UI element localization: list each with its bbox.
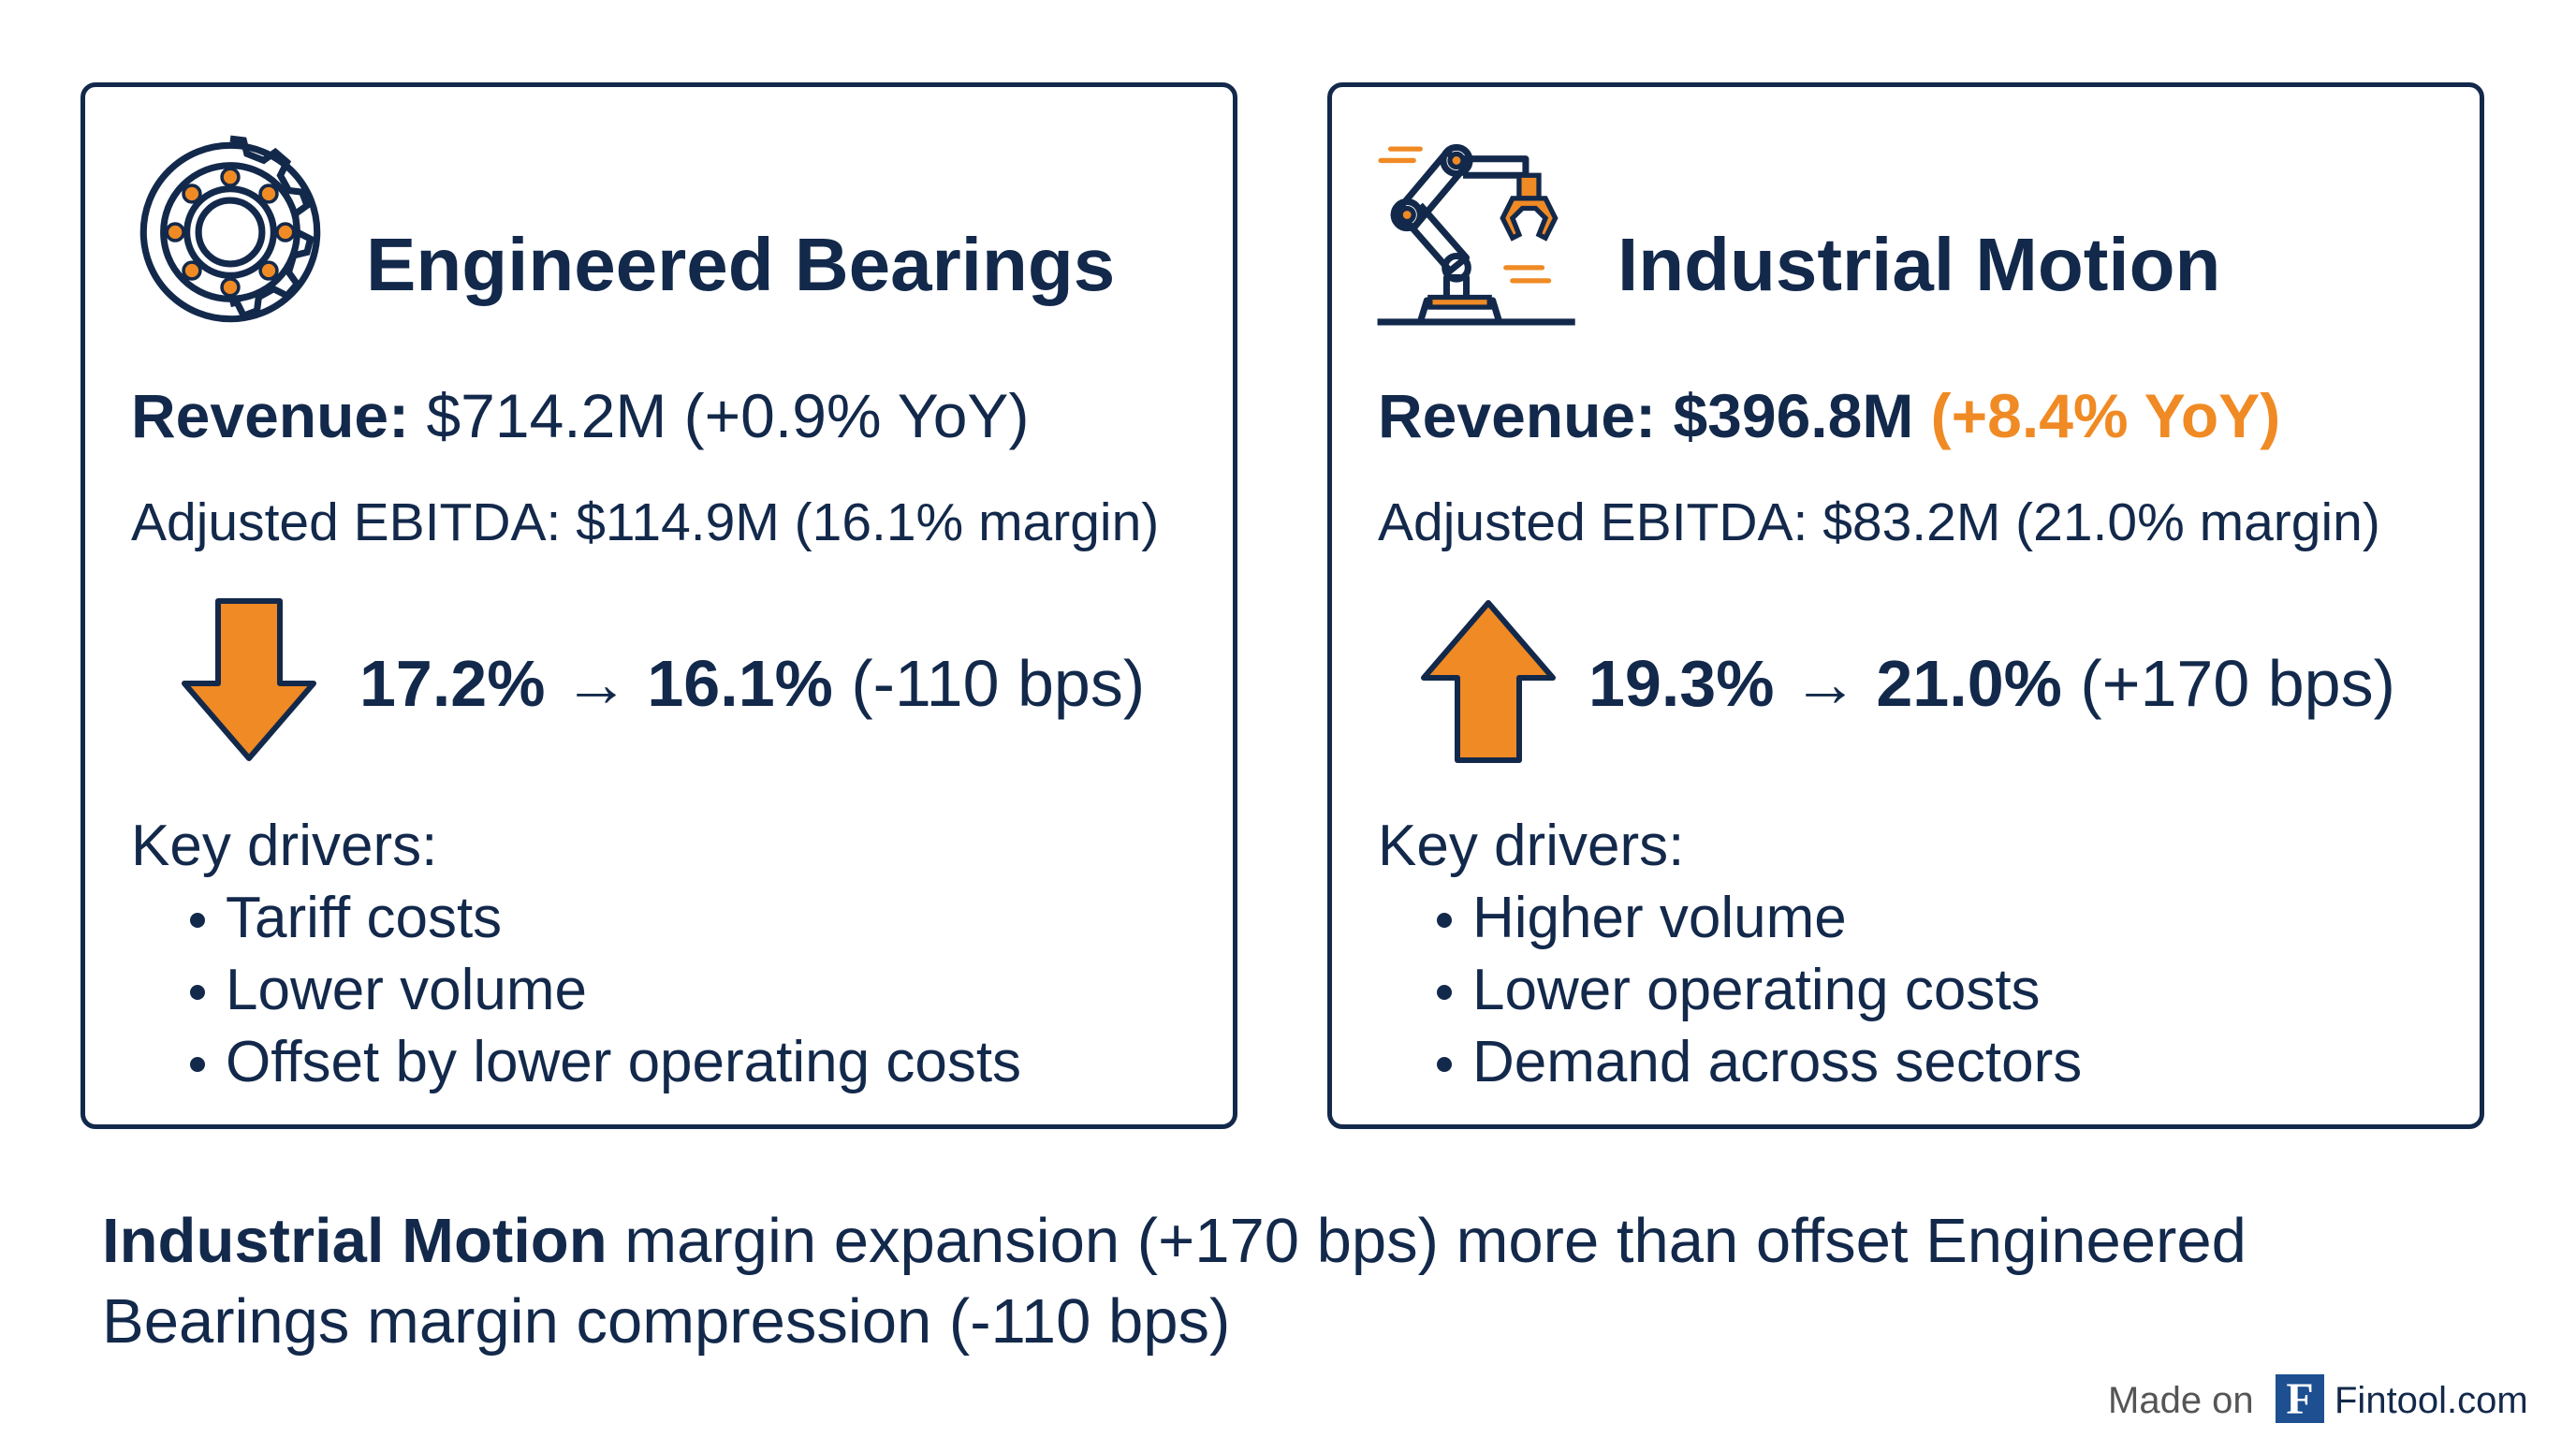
revenue-change: (+0.9% YoY) — [683, 381, 1030, 450]
revenue-value: $714.2M — [426, 381, 667, 450]
drivers-label: Key drivers: — [131, 814, 438, 878]
panel-title: Engineered Bearings — [366, 223, 1116, 306]
ebitda: Adjusted EBITDA: $83.2M (21.0% margin) — [1378, 492, 2380, 552]
ebitda: Adjusted EBITDA: $114.9M (16.1% margin) — [131, 492, 1160, 552]
margin-shift: 19.3% → 21.0% (+170 bps) — [1588, 651, 2395, 716]
watermark-brand: Fintool.com — [2334, 1380, 2528, 1421]
margin-change: (-110 bps) — [851, 647, 1146, 720]
bearing-icon — [139, 135, 321, 323]
revenue: Revenue: $714.2M (+0.9% YoY) — [131, 385, 1029, 447]
margin-shift: 17.2% → 16.1% (-110 bps) — [359, 651, 1145, 716]
revenue-label: Revenue: — [1378, 381, 1657, 450]
summary-text: margin expansion (+170 bps) more than of… — [624, 1206, 2247, 1276]
driver: Tariff costs — [189, 886, 503, 950]
revenue: Revenue: $396.8M (+8.4% YoY) — [1378, 385, 2280, 447]
panel-title: Industrial Motion — [1617, 223, 2221, 306]
driver: Higher volume — [1437, 886, 1847, 950]
up-arrow — [1421, 600, 1556, 763]
margin-range: 19.3% → 21.0% — [1588, 647, 2062, 720]
driver: Lower volume — [190, 958, 587, 1022]
revenue-label: Revenue: — [131, 381, 410, 450]
watermark-logo: F — [2276, 1374, 2324, 1424]
summary-line: Industrial Motion margin expansion (+170… — [102, 1210, 2247, 1272]
segment-panel: Industrial Motion Revenue: $396.8M (+8.4… — [1327, 82, 2484, 1129]
margin-change: (+170 bps) — [2080, 647, 2395, 720]
driver: Lower operating costs — [1437, 958, 2041, 1022]
driver: Offset by lower operating costs — [189, 1030, 1022, 1094]
revenue-change: (+8.4% YoY) — [1930, 381, 2281, 450]
margin-range: 17.2% → 16.1% — [359, 647, 833, 720]
summary-line: Bearings margin compression (-110 bps) — [102, 1286, 1231, 1357]
down-arrow — [182, 598, 316, 761]
driver: Demand across sectors — [1436, 1030, 2083, 1094]
robot-arm-icon — [1377, 143, 1575, 326]
segment-panel: Engineered Bearings Revenue: $714.2M (+0… — [80, 82, 1237, 1129]
revenue-value: $396.8M — [1673, 381, 1914, 450]
summary-highlight: Industrial Motion — [102, 1206, 607, 1276]
drivers-label: Key drivers: — [1378, 814, 1685, 878]
watermark-text: Made on — [2108, 1380, 2254, 1421]
